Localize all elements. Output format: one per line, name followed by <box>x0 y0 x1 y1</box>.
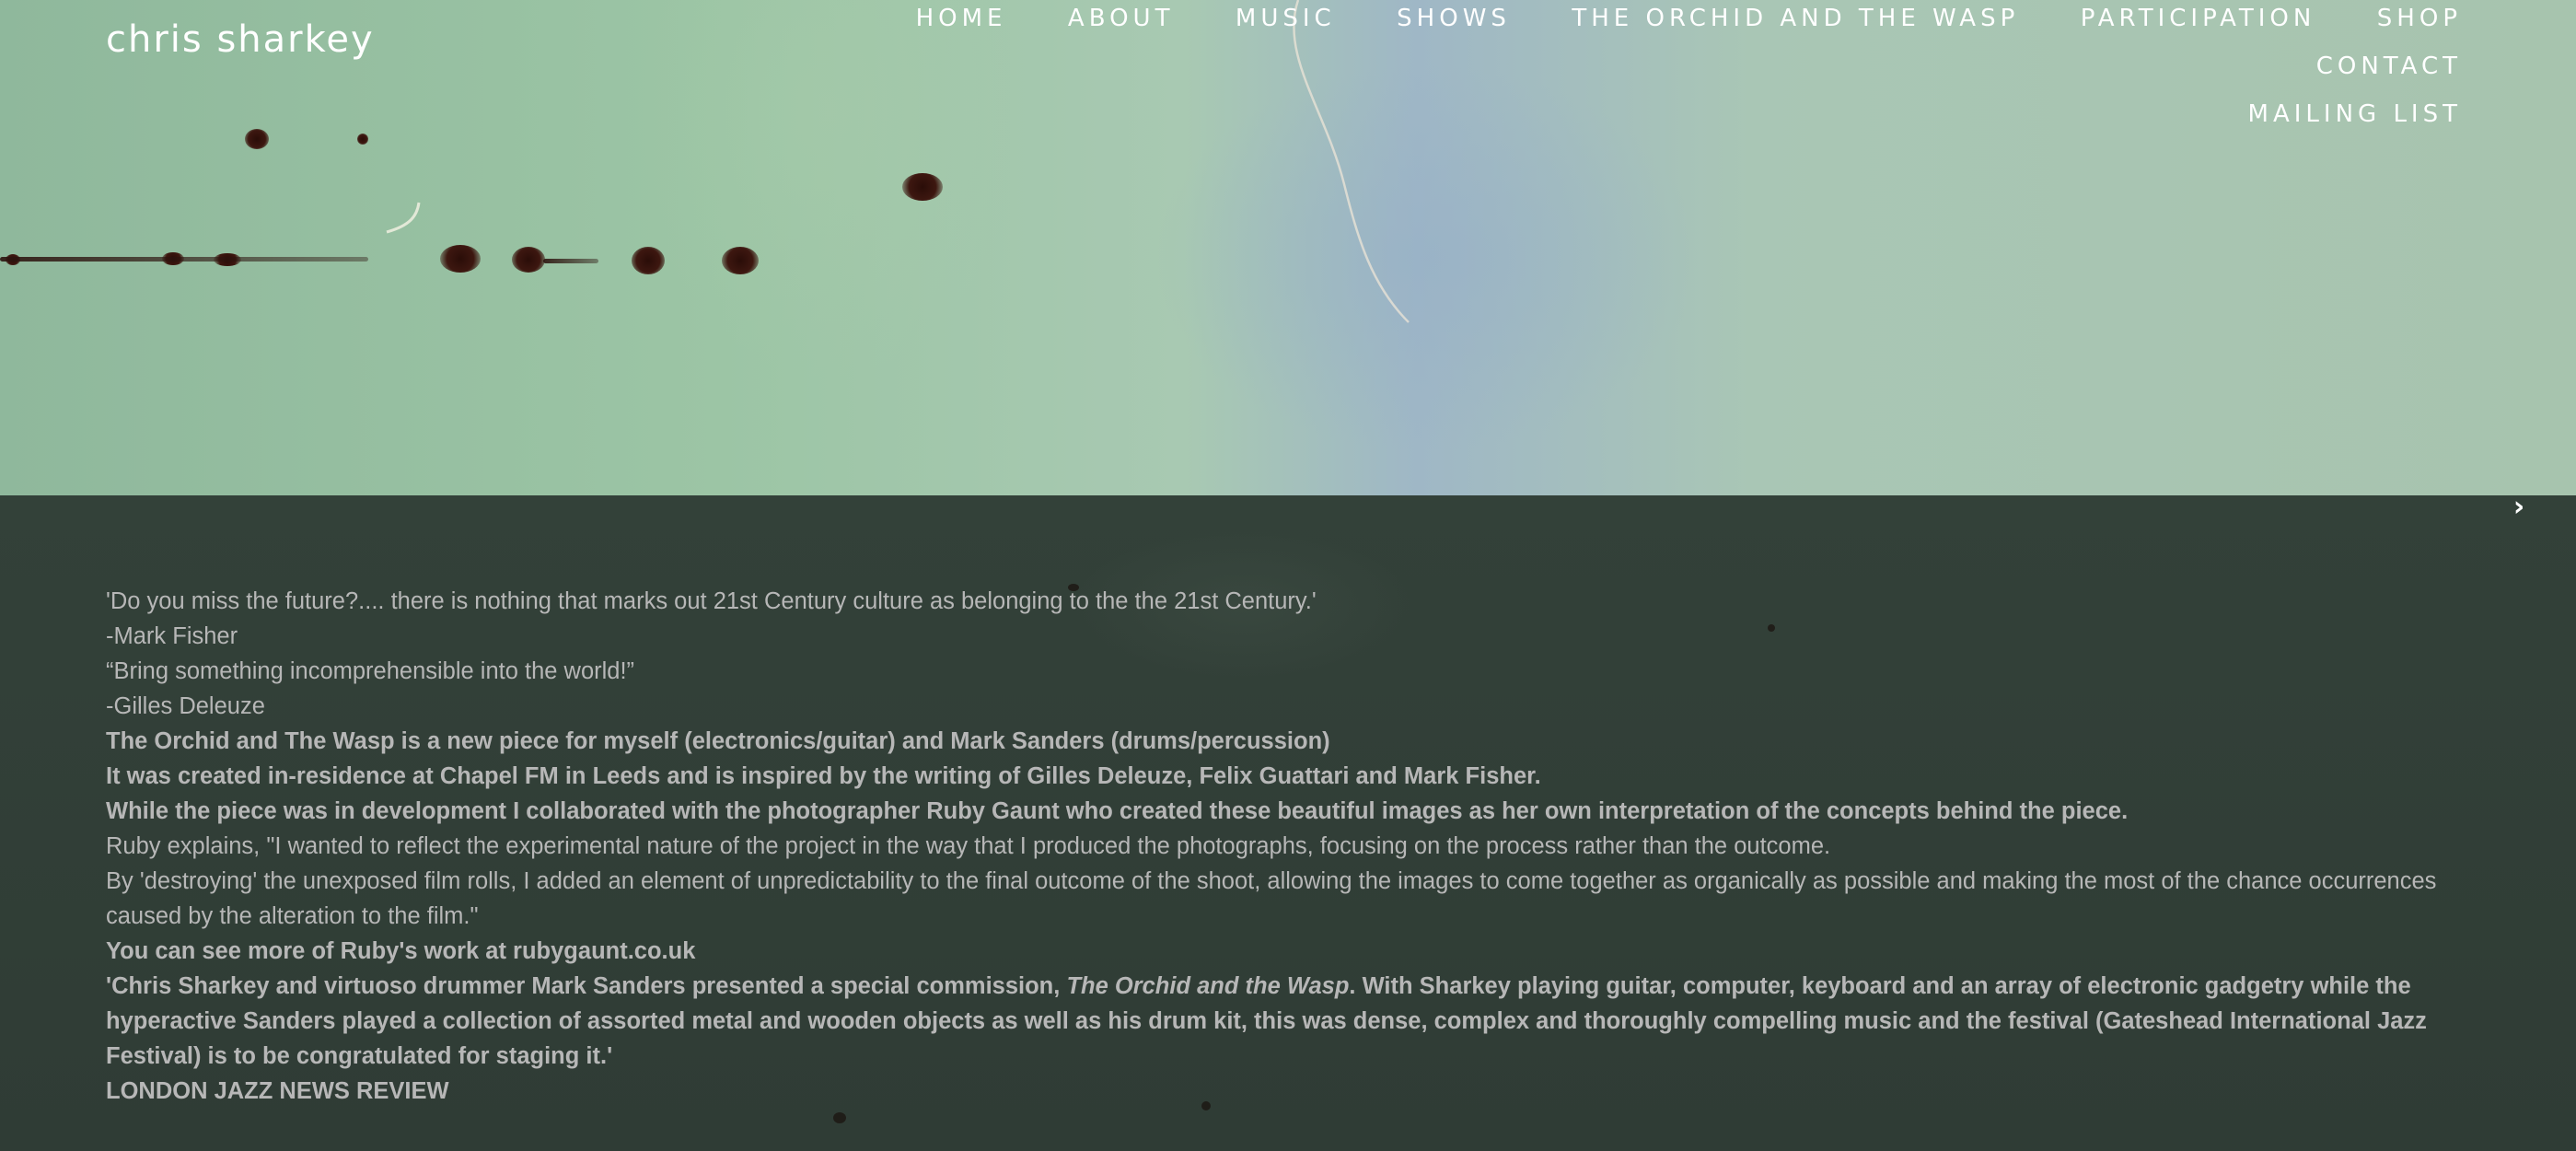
film-streak <box>543 259 598 263</box>
film-spot <box>357 134 368 145</box>
quote-fisher-author: -Mark Fisher <box>106 623 238 649</box>
site-title[interactable]: chris sharkey <box>106 18 375 61</box>
review-work-title: The Orchid and the Wasp <box>1066 973 1350 999</box>
film-speck <box>1201 1101 1211 1110</box>
nav-shop[interactable]: SHOP <box>2376 5 2462 32</box>
quote-fisher: 'Do you miss the future?.... there is no… <box>106 588 1317 614</box>
review-text-1: 'Chris Sharkey and virtuoso drummer Mark… <box>106 973 1067 999</box>
ruby-website-link[interactable]: rubygaunt.co.uk <box>513 938 696 964</box>
hero-image <box>0 0 2576 495</box>
nav-participation[interactable]: PARTICIPATION <box>2080 5 2316 32</box>
quote-deleuze-author: -Gilles Deleuze <box>106 693 265 719</box>
ruby-quote-1: Ruby explains, "I wanted to reflect the … <box>106 833 1831 859</box>
nav-the-orchid-and-the-wasp[interactable]: THE ORCHID AND THE WASP <box>1572 5 2020 32</box>
quote-deleuze: “Bring something incomprehensible into t… <box>106 658 635 684</box>
film-spot <box>722 247 759 274</box>
review-quote: 'Chris Sharkey and virtuoso drummer Mark… <box>106 969 2463 1074</box>
page-body: 'Do you miss the future?.... there is no… <box>106 584 2463 1109</box>
film-spot <box>512 247 545 273</box>
film-streak <box>0 257 368 262</box>
nav-contact[interactable]: CONTACT <box>2315 52 2462 80</box>
nav-shows[interactable]: SHOWS <box>1397 5 1511 32</box>
intro-paragraph-2: It was created in-residence at Chapel FM… <box>106 763 1541 789</box>
film-spot <box>245 129 269 149</box>
intro-paragraph-1: The Orchid and The Wasp is a new piece f… <box>106 728 1330 754</box>
nav-home[interactable]: HOME <box>915 5 1007 32</box>
main-nav: HOME ABOUT MUSIC SHOWS THE ORCHID AND TH… <box>713 2 2462 145</box>
nav-mailing-list[interactable]: MAILING LIST <box>2247 100 2462 128</box>
film-spot <box>902 173 943 201</box>
nav-about[interactable]: ABOUT <box>1067 5 1175 32</box>
review-text-2: . With Sharkey playing guitar, computer,… <box>106 973 2427 1069</box>
film-fiber <box>1293 0 1410 323</box>
film-speck <box>1768 624 1775 632</box>
film-speck <box>833 1112 846 1123</box>
nav-music[interactable]: MUSIC <box>1235 5 1336 32</box>
film-spot <box>440 245 481 273</box>
intro-paragraph-3: While the piece was in development I col… <box>106 798 2129 824</box>
film-fiber <box>386 202 421 234</box>
content-panel <box>0 495 2576 1151</box>
film-spot <box>632 247 665 274</box>
ruby-quote-2: By 'destroying' the unexposed film rolls… <box>106 868 2437 929</box>
ruby-more-prefix: You can see more of Ruby's work at <box>106 938 514 964</box>
film-speck <box>1068 584 1079 591</box>
ruby-more-line: You can see more of Ruby's work at rubyg… <box>106 934 2463 969</box>
chevron-right-icon[interactable]: › <box>2512 491 2525 523</box>
review-source: LONDON JAZZ NEWS REVIEW <box>106 1078 449 1104</box>
